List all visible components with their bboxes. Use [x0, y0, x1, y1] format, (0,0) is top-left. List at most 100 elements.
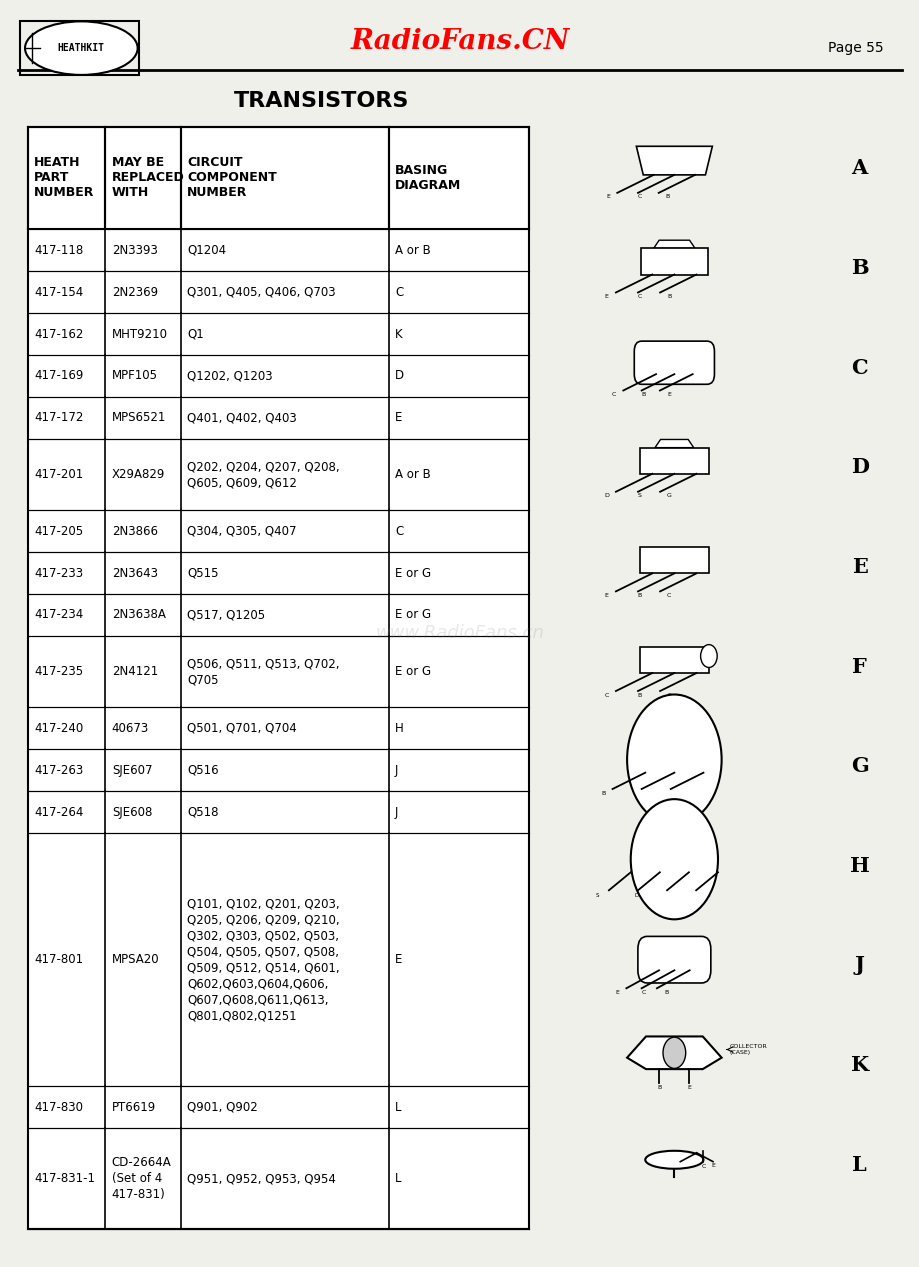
Text: C: C	[637, 194, 641, 199]
Polygon shape	[654, 440, 693, 447]
Text: S: S	[596, 893, 599, 898]
Text: MPS6521: MPS6521	[111, 412, 166, 424]
Polygon shape	[652, 241, 695, 248]
Text: 2N3866: 2N3866	[111, 525, 157, 537]
Text: 417-235: 417-235	[34, 665, 83, 678]
Text: L: L	[394, 1172, 401, 1185]
Text: 417-234: 417-234	[34, 608, 84, 622]
Text: 417-830: 417-830	[34, 1101, 83, 1114]
Text: www.RadioFans.cn: www.RadioFans.cn	[375, 625, 544, 642]
Text: B: B	[666, 294, 671, 299]
Text: CIRCUIT
COMPONENT
NUMBER: CIRCUIT COMPONENT NUMBER	[187, 157, 277, 199]
Text: E: E	[394, 953, 402, 967]
Text: 417-801: 417-801	[34, 953, 83, 967]
Circle shape	[663, 1038, 685, 1068]
Text: 417-240: 417-240	[34, 722, 84, 735]
Text: S: S	[637, 493, 641, 498]
Text: L: L	[394, 1101, 401, 1114]
Polygon shape	[636, 146, 711, 175]
FancyBboxPatch shape	[633, 341, 714, 384]
Ellipse shape	[25, 22, 138, 75]
Text: Q501, Q701, Q704: Q501, Q701, Q704	[187, 722, 297, 735]
Text: E or G: E or G	[394, 608, 431, 622]
Text: 417-201: 417-201	[34, 468, 84, 481]
Text: H: H	[394, 722, 403, 735]
Ellipse shape	[644, 1150, 703, 1168]
Text: C: C	[637, 294, 641, 299]
Text: SJE607: SJE607	[111, 764, 152, 777]
Text: K: K	[394, 328, 403, 341]
Text: E: E	[604, 294, 608, 299]
Text: Q304, Q305, Q407: Q304, Q305, Q407	[187, 525, 296, 537]
Text: Q901, Q902: Q901, Q902	[187, 1101, 257, 1114]
Circle shape	[630, 799, 717, 920]
Text: X29A829: X29A829	[111, 468, 165, 481]
Text: J: J	[394, 764, 398, 777]
Text: 417-169: 417-169	[34, 370, 84, 383]
Text: E: E	[677, 1163, 682, 1168]
Text: Q1202, Q1203: Q1202, Q1203	[187, 370, 272, 383]
Text: E: E	[666, 693, 671, 698]
Text: 417-118: 417-118	[34, 243, 84, 257]
Text: 417-162: 417-162	[34, 328, 84, 341]
Circle shape	[627, 694, 720, 825]
Text: MPSA20: MPSA20	[111, 953, 159, 967]
Text: 417-263: 417-263	[34, 764, 84, 777]
Text: E: E	[604, 593, 608, 598]
Text: C: C	[611, 392, 616, 397]
Polygon shape	[639, 647, 709, 673]
Text: B: B	[641, 392, 645, 397]
Text: B: B	[637, 593, 641, 598]
Text: G2: G2	[703, 893, 710, 898]
Circle shape	[700, 645, 717, 668]
Text: B: B	[665, 194, 669, 199]
Text: 417-205: 417-205	[34, 525, 83, 537]
Text: C: C	[604, 693, 608, 698]
Text: MPF105: MPF105	[111, 370, 157, 383]
Text: Q101, Q102, Q201, Q203,
Q205, Q206, Q209, Q210,
Q302, Q303, Q502, Q503,
Q504, Q5: Q101, Q102, Q201, Q203, Q205, Q206, Q209…	[187, 897, 339, 1022]
Text: Q1204: Q1204	[187, 243, 226, 257]
Text: MAY BE
REPLACED
WITH: MAY BE REPLACED WITH	[111, 157, 185, 199]
FancyBboxPatch shape	[28, 127, 528, 1229]
Text: K: K	[850, 1055, 868, 1074]
Polygon shape	[627, 1036, 720, 1069]
Text: C: C	[641, 990, 645, 995]
Text: D: D	[850, 457, 868, 478]
Text: E: E	[686, 1086, 691, 1091]
Text: 417-831-1: 417-831-1	[34, 1172, 95, 1185]
Polygon shape	[639, 447, 709, 474]
Text: E or G: E or G	[394, 566, 431, 579]
Text: 2N2369: 2N2369	[111, 285, 158, 299]
Text: E: E	[394, 412, 402, 424]
Text: Q401, Q402, Q403: Q401, Q402, Q403	[187, 412, 297, 424]
Text: Q515: Q515	[187, 566, 218, 579]
Text: G: G	[666, 493, 671, 498]
Text: TRANSISTORS: TRANSISTORS	[234, 91, 409, 111]
Text: G1: G1	[664, 893, 672, 898]
Text: C: C	[700, 1164, 705, 1168]
Text: D: D	[604, 493, 608, 498]
Text: E: E	[606, 194, 609, 199]
Polygon shape	[641, 248, 707, 275]
Text: B: B	[637, 693, 641, 698]
Text: 417-264: 417-264	[34, 806, 84, 818]
Text: H: H	[849, 855, 868, 875]
Text: Q518: Q518	[187, 806, 218, 818]
Text: COLLECTOR
(CASE): COLLECTOR (CASE)	[729, 1044, 766, 1055]
Text: HEATH
PART
NUMBER: HEATH PART NUMBER	[34, 157, 95, 199]
Text: RadioFans.CN: RadioFans.CN	[350, 28, 569, 56]
Text: Q301, Q405, Q406, Q703: Q301, Q405, Q406, Q703	[187, 285, 335, 299]
Text: A: A	[851, 158, 867, 179]
Text: Q517, Q1205: Q517, Q1205	[187, 608, 265, 622]
Text: C: C	[394, 525, 403, 537]
Text: J: J	[394, 806, 398, 818]
Text: E: E	[615, 990, 618, 995]
Text: 417-154: 417-154	[34, 285, 84, 299]
FancyBboxPatch shape	[637, 936, 710, 983]
Text: B: B	[664, 990, 667, 995]
Text: D: D	[633, 893, 638, 898]
Text: PT6619: PT6619	[111, 1101, 156, 1114]
Text: Q506, Q511, Q513, Q702,
Q705: Q506, Q511, Q513, Q702, Q705	[187, 658, 339, 687]
Text: A or B: A or B	[394, 243, 430, 257]
Text: 417-233: 417-233	[34, 566, 83, 579]
